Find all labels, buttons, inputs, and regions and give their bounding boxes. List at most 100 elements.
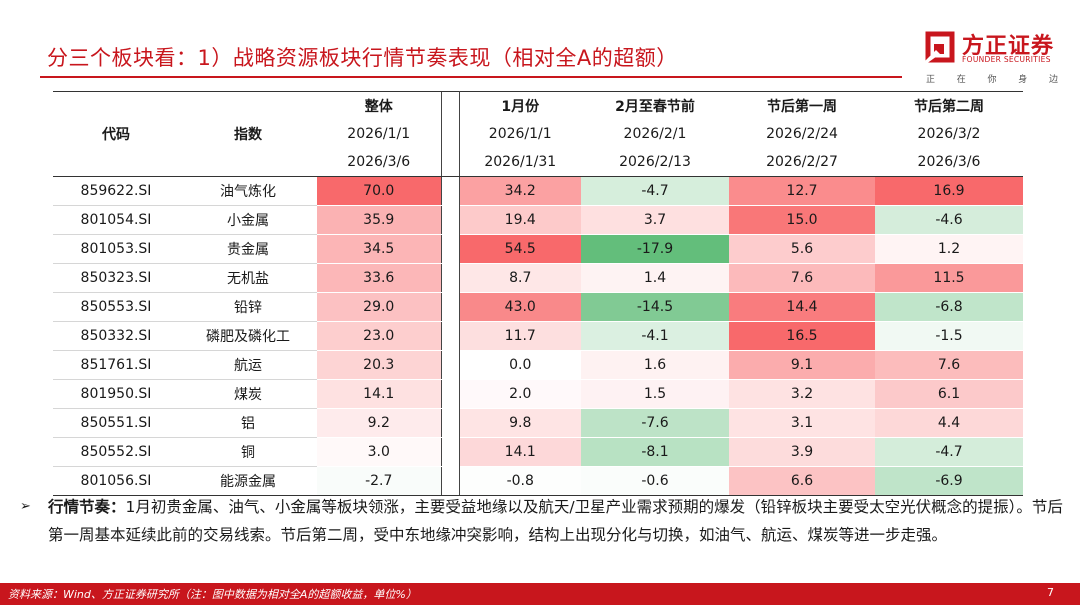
page-number: 7 — [1047, 586, 1054, 599]
cell-value: 14.1 — [459, 437, 581, 467]
rhythm-note-label: 行情节奏： — [48, 498, 126, 516]
cell-value: 16.9 — [875, 176, 1023, 206]
table-row: 850332.SI 磷肥及磷化工 23.0 11.7 -4.1 16.5 -1.5 — [53, 321, 1023, 351]
cell-index-name: 能源金属 — [179, 466, 317, 496]
cell-value: -8.1 — [581, 437, 729, 467]
cell-value: -1.5 — [875, 321, 1023, 351]
cell-value: 6.6 — [729, 466, 875, 496]
cell-value: 3.0 — [317, 437, 441, 467]
column-gap — [440, 234, 460, 264]
header-row-label: 代码 指数 整体 1月份 2月至春节前 节后第一周 节后第二周 — [53, 91, 1023, 177]
table-row: 801950.SI 煤炭 14.1 2.0 1.5 3.2 6.1 — [53, 379, 1023, 409]
cell-value: 29.0 — [317, 292, 441, 322]
header-period-label: 节后第一周 — [729, 91, 875, 120]
cell-value: 16.5 — [729, 321, 875, 351]
cell-value: 14.1 — [317, 379, 441, 409]
header-period-label: 1月份 — [459, 91, 581, 120]
cell-value: 0.0 — [459, 350, 581, 380]
cell-value: -17.9 — [581, 234, 729, 264]
header-period-end: 2026/2/27 — [729, 148, 875, 177]
cell-value: -6.8 — [875, 292, 1023, 322]
cell-value: 1.5 — [581, 379, 729, 409]
header-index: 指数 — [179, 91, 317, 177]
cell-value: 23.0 — [317, 321, 441, 351]
cell-value: 5.6 — [729, 234, 875, 264]
cell-value: 35.9 — [317, 205, 441, 235]
cell-index-name: 煤炭 — [179, 379, 317, 409]
header-period-start: 2026/1/1 — [488, 126, 552, 142]
header-period-end: 2026/1/31 — [459, 148, 581, 177]
cell-value: 7.6 — [729, 263, 875, 293]
cell-value: -6.9 — [875, 466, 1023, 496]
cell-value: 11.7 — [459, 321, 581, 351]
cell-value: 33.6 — [317, 263, 441, 293]
table-row: 801053.SI 贵金属 34.5 54.5 -17.9 5.6 1.2 — [53, 234, 1023, 264]
tagline-char: 正 — [926, 75, 936, 85]
column-gap — [440, 408, 460, 438]
header-code: 代码 — [53, 91, 179, 177]
cell-value: 15.0 — [729, 205, 875, 235]
column-gap — [440, 263, 460, 293]
column-gap — [440, 466, 460, 496]
cell-index-name: 贵金属 — [179, 234, 317, 264]
tagline-char: 身 — [1018, 75, 1028, 85]
rhythm-note-body: 1月初贵金属、油气、小金属等板块领涨，主要受益地缘以及航天/卫星产业需求预期的爆… — [48, 498, 1063, 544]
column-gap — [440, 292, 460, 322]
rhythm-note: ➢ 行情节奏：1月初贵金属、油气、小金属等板块领涨，主要受益地缘以及航天/卫星产… — [20, 493, 1065, 549]
column-gap — [440, 91, 460, 177]
header-row-start: 2026/1/1 2026/1/1 2026/2/1 2026/2/24 202… — [53, 120, 1023, 148]
cell-value: -0.6 — [581, 466, 729, 496]
cell-value: 3.7 — [581, 205, 729, 235]
table-row: 850551.SI 铝 9.2 9.8 -7.6 3.1 4.4 — [53, 408, 1023, 438]
cell-value: -7.6 — [581, 408, 729, 438]
cell-value: -4.7 — [875, 437, 1023, 467]
column-gap — [440, 176, 460, 206]
table-row: 851761.SI 航运 20.3 0.0 1.6 9.1 7.6 — [53, 350, 1023, 380]
rhythm-note-text: 行情节奏：1月初贵金属、油气、小金属等板块领涨，主要受益地缘以及航天/卫星产业需… — [48, 493, 1065, 549]
column-gap — [440, 437, 460, 467]
header-period-start: 2026/3/2 — [917, 126, 981, 142]
cell-index-name: 铅锌 — [179, 292, 317, 322]
cell-value: 4.4 — [875, 408, 1023, 438]
logo-name-cn: 方正证券 — [962, 34, 1055, 59]
excess-return-table: 代码 指数 整体 1月份 2月至春节前 节后第一周 节后第二周 2026/1/1… — [53, 91, 1023, 496]
table-row: 801056.SI 能源金属 -2.7 -0.8 -0.6 6.6 -6.9 — [53, 466, 1023, 496]
cell-value: 70.0 — [317, 176, 441, 206]
cell-value: 19.4 — [459, 205, 581, 235]
header-period-label: 节后第二周 — [875, 91, 1023, 120]
cell-value: -14.5 — [581, 292, 729, 322]
cell-value: 34.5 — [317, 234, 441, 264]
cell-code: 851761.SI — [53, 350, 179, 380]
cell-code: 850551.SI — [53, 408, 179, 438]
logo-name-en: FOUNDER SECURITIES — [962, 55, 1051, 64]
cell-index-name: 小金属 — [179, 205, 317, 235]
cell-index-name: 铝 — [179, 408, 317, 438]
table-row: 850552.SI 铜 3.0 14.1 -8.1 3.9 -4.7 — [53, 437, 1023, 467]
cell-value: -4.6 — [875, 205, 1023, 235]
header-period-label: 2月至春节前 — [581, 91, 729, 120]
column-gap — [440, 321, 460, 351]
cell-value: 12.7 — [729, 176, 875, 206]
header-period-end: 2026/2/13 — [581, 148, 729, 177]
cell-code: 850323.SI — [53, 263, 179, 293]
logo-tagline: 正 在 你 身 边 — [926, 72, 1058, 85]
cell-value: 43.0 — [459, 292, 581, 322]
founder-logo-icon — [922, 31, 955, 64]
column-gap — [440, 205, 460, 235]
table-row: 850323.SI 无机盐 33.6 8.7 1.4 7.6 11.5 — [53, 263, 1023, 293]
cell-code: 850332.SI — [53, 321, 179, 351]
title-divider — [40, 76, 902, 78]
cell-value: 8.7 — [459, 263, 581, 293]
cell-value: 7.6 — [875, 350, 1023, 380]
header-period-start: 2026/2/1 — [623, 126, 687, 142]
tagline-char: 你 — [987, 75, 997, 85]
column-gap — [440, 350, 460, 380]
cell-index-name: 航运 — [179, 350, 317, 380]
cell-value: -4.7 — [581, 176, 729, 206]
cell-code: 850552.SI — [53, 437, 179, 467]
cell-value: -4.1 — [581, 321, 729, 351]
cell-value: 9.2 — [317, 408, 441, 438]
cell-code: 801053.SI — [53, 234, 179, 264]
table-row: 801054.SI 小金属 35.9 19.4 3.7 15.0 -4.6 — [53, 205, 1023, 235]
cell-value: 1.4 — [581, 263, 729, 293]
